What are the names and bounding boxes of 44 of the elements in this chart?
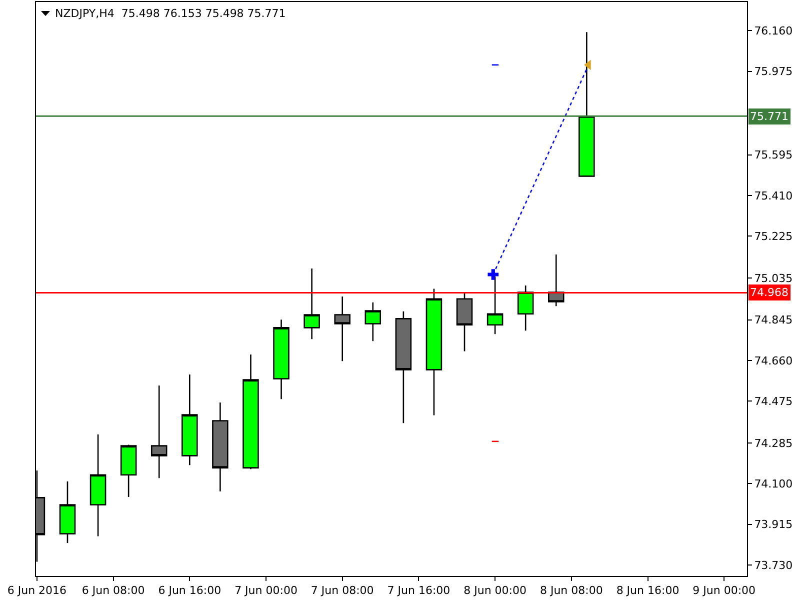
candlestick	[517, 284, 534, 332]
x-tick-label: 9 Jun 00:00	[692, 584, 756, 598]
y-tick-label: 74.100	[754, 477, 793, 490]
candlestick	[548, 254, 564, 307]
x-tick-label: 6 Jun 08:00	[82, 584, 145, 598]
y-tick-label: 75.595	[754, 148, 793, 162]
candlestick	[456, 292, 473, 352]
candlestick	[273, 318, 290, 400]
candlestick	[150, 384, 168, 479]
x-tick-label: 6 Jun 2016	[7, 584, 67, 598]
x-tick-label: 8 Jun 00:00	[464, 584, 526, 598]
x-tick-label: 8 Jun 16:00	[616, 584, 680, 598]
y-tick-label: 73.915	[754, 518, 793, 532]
y-tick-label: 74.660	[754, 354, 793, 368]
x-tick-label: 7 Jun 00:00	[234, 584, 298, 598]
candlestick	[486, 276, 504, 335]
candlestick	[426, 288, 442, 416]
ref-line-label: 75.771	[750, 110, 788, 123]
candlestick	[242, 354, 259, 470]
candlestick	[334, 296, 350, 362]
candlestick	[364, 302, 382, 342]
candlestick	[59, 480, 76, 544]
ref-line-label: 74.968	[750, 286, 788, 299]
candlestick	[212, 402, 228, 492]
y-tick-label: 74.285	[754, 436, 793, 450]
candlestick	[90, 434, 106, 537]
x-tick-label: 8 Jun 08:00	[540, 584, 603, 598]
y-tick-label: 75.225	[754, 230, 793, 244]
candlestick	[304, 268, 320, 340]
y-tick-label: 74.845	[754, 314, 793, 327]
y-tick-label: 75.975	[754, 65, 793, 78]
y-tick-label: 76.160	[754, 24, 793, 38]
candlestick	[182, 374, 198, 466]
y-tick-label: 75.410	[754, 189, 793, 202]
x-tick-label: 6 Jun 16:00	[158, 584, 222, 598]
text: NZDJPY,H4 75.498 76.153 75.498 75.771	[55, 6, 286, 20]
y-tick-label: 74.475	[754, 395, 793, 408]
x-tick-label: 7 Jun 16:00	[387, 584, 450, 598]
candlestick	[120, 444, 137, 498]
candlestick	[395, 310, 412, 424]
y-tick-label: 73.730	[754, 558, 793, 572]
x-tick-label: 7 Jun 08:00	[310, 584, 374, 598]
y-tick-label: 75.035	[754, 272, 793, 285]
candlestick	[578, 31, 595, 177]
